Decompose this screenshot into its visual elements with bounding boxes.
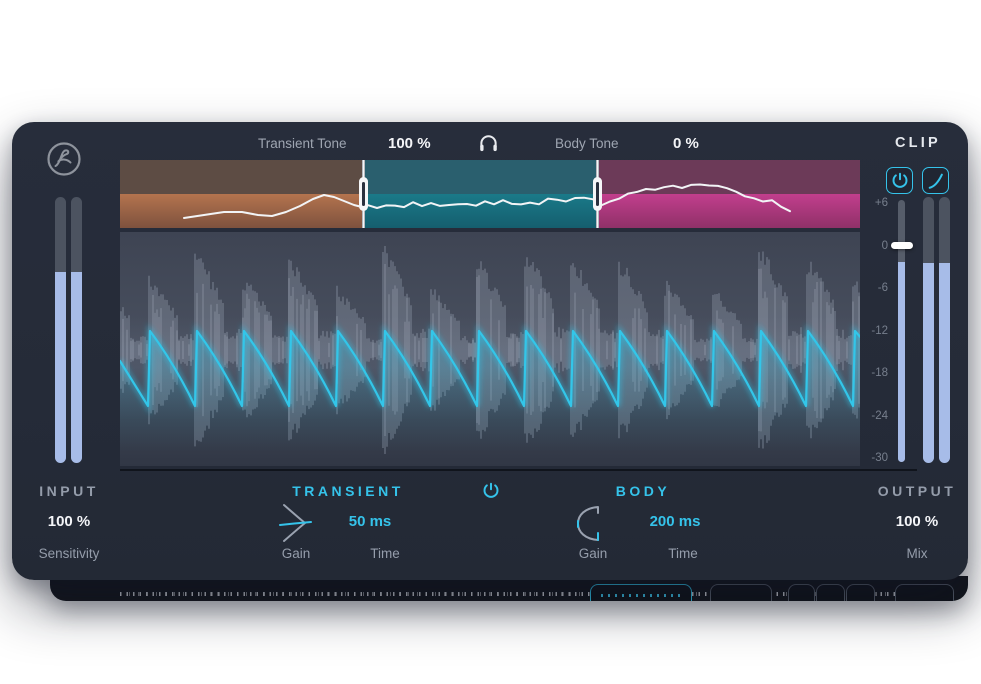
envelope-line [120,329,860,408]
db-tick-label: -24 [871,409,888,422]
db-tick-label: 0 [881,239,888,252]
background-button[interactable] [846,584,875,601]
input-label: INPUT [39,483,99,499]
db-tick-label: -6 [877,282,888,294]
clip-slider-fill [898,262,905,462]
db-tick-label: -30 [871,452,888,464]
transient-time-label: Time [370,546,400,561]
clip-threshold-handle[interactable] [891,242,913,249]
output-meter-fill [923,263,934,463]
transient-time-value[interactable]: 50 ms [348,513,392,530]
background-button[interactable] [710,584,772,601]
power-icon [892,172,907,188]
transient-gain-knob[interactable] [279,503,313,543]
body-tone-label: Body Tone [555,136,619,151]
body-gain-knob[interactable] [575,505,605,543]
tone-split-strip[interactable] [120,160,860,228]
input-meter-fill [55,272,66,463]
background-button[interactable] [895,584,954,601]
input-meter-fill [71,272,82,463]
body-tone-value[interactable]: 0 % [673,135,699,152]
db-scale: +6 0 -6 -12 -18 -24 -30 [858,122,888,580]
transient-gain-label: Gain [281,546,311,561]
input-meter-left [55,197,66,463]
tone-split-handle-slot [596,182,599,206]
clip-threshold-slider[interactable] [898,200,905,462]
clipped-accent-text [601,594,681,597]
output-meter-left [923,197,934,463]
transient-title: TRANSIENT [292,483,404,499]
output-meter-fill [939,263,950,463]
body-region [599,194,860,228]
envelope-glow [120,331,860,466]
background-button[interactable] [788,584,815,601]
soft-clip-curve-icon [928,173,943,189]
middle-region [365,194,596,228]
transient-tone-label: Transient Tone [258,136,347,151]
transient-region-muted [120,160,362,194]
background-button[interactable] [816,584,845,601]
db-tick-label: -18 [871,367,888,379]
output-meter-right [939,197,950,463]
body-time-label: Time [668,546,698,561]
waveform-display [120,232,860,466]
output-mix-value[interactable]: 100 % [895,513,939,530]
transient-tone-value[interactable]: 100 % [388,135,431,152]
plugin-window: Transient Tone 100 % Body Tone 0 % CLIP [12,122,968,580]
tone-envelope-line [183,183,791,219]
section-divider [120,469,917,471]
clip-label: CLIP [895,135,941,151]
background-preset-button[interactable] [590,584,692,601]
clip-power-button[interactable] [886,167,913,194]
db-tick-label: +6 [874,197,888,209]
db-tick-label: -12 [871,324,888,337]
clip-softclip-button[interactable] [922,167,949,194]
output-mix-label: Mix [906,546,928,561]
headphones-icon[interactable] [478,132,499,153]
arturia-logo[interactable] [46,141,82,177]
clipped-text-fragments [120,592,920,596]
middle-region-muted [365,160,596,194]
input-sensitivity-value[interactable]: 100 % [47,513,91,530]
background-window-strip [50,576,968,601]
body-gain-label: Gain [578,546,608,561]
body-title: BODY [615,483,671,499]
input-sensitivity-label: Sensitivity [38,546,100,561]
body-time-value[interactable]: 200 ms [649,513,701,530]
transient-power-button[interactable] [482,482,500,500]
tone-split-handle-slot [362,182,365,206]
input-meter-right [71,197,82,463]
output-label: OUTPUT [877,483,957,499]
